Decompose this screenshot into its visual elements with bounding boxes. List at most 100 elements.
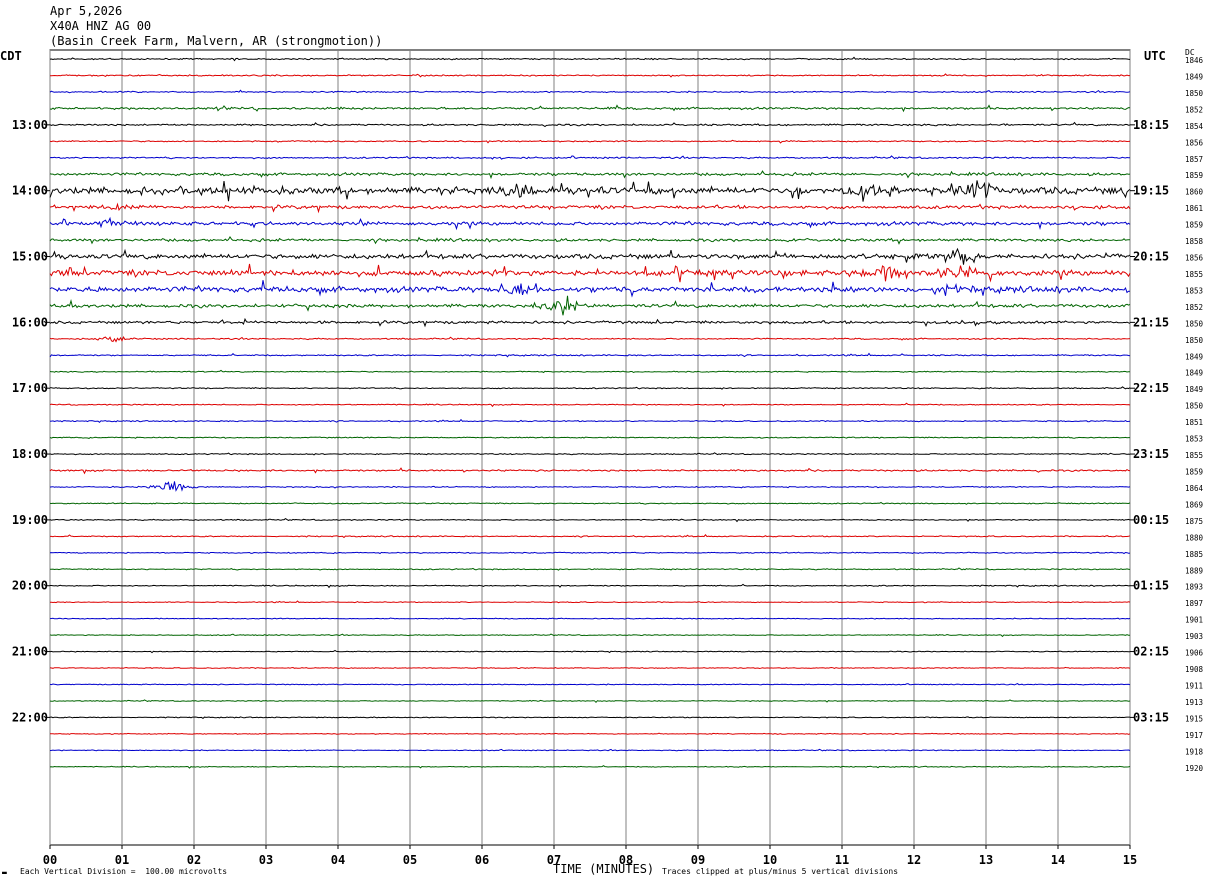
trace-8: [49, 180, 1131, 202]
dc-value-20: 1849: [1185, 385, 1203, 394]
vertical-division-note: Each Vertical Division = 100.00 microvol…: [20, 867, 228, 876]
x-tick-label-05: 05: [403, 853, 417, 867]
trace-16: [49, 317, 1131, 328]
trace-10: [49, 216, 1131, 231]
left-time-label-13:00: 13:00: [12, 118, 48, 132]
dc-value-21: 1850: [1185, 402, 1204, 411]
station-location: (Basin Creek Farm, Malvern, AR (strongmo…: [50, 34, 383, 48]
right-time-label-00:15: 00:15: [1133, 513, 1169, 527]
x-tick-label-04: 04: [331, 853, 345, 867]
x-tick-label-13: 13: [979, 853, 993, 867]
x-tick-label-08: 08: [619, 853, 633, 867]
x-tick-label-11: 11: [835, 853, 849, 867]
trace-26: [49, 481, 1131, 492]
dc-value-30: 1885: [1185, 550, 1203, 559]
trace-18: [49, 352, 1131, 358]
trace-7: [49, 170, 1131, 180]
trace-34: [49, 617, 1131, 620]
x-tick-label-12: 12: [907, 853, 921, 867]
dc-value-7: 1859: [1185, 171, 1203, 180]
dc-value-37: 1908: [1185, 665, 1204, 674]
station-code: X40A HNZ AG 00: [50, 19, 152, 33]
left-time-label-22:00: 22:00: [12, 710, 48, 724]
dc-value-8: 1860: [1185, 188, 1204, 197]
dc-value-25: 1859: [1185, 468, 1203, 477]
dc-value-10: 1859: [1185, 221, 1203, 230]
dc-value-16: 1850: [1185, 319, 1204, 328]
dc-value-42: 1918: [1185, 747, 1204, 756]
trace-14: [49, 280, 1131, 298]
dc-value-11: 1858: [1185, 237, 1204, 246]
dc-value-12: 1856: [1185, 254, 1204, 263]
trace-22: [49, 418, 1131, 423]
trace-28: [49, 517, 1131, 523]
trace-38: [49, 683, 1131, 686]
clipping-note: Traces clipped at plus/minus 5 vertical …: [662, 867, 899, 876]
dc-value-36: 1906: [1185, 649, 1204, 658]
right-time-label-18:15: 18:15: [1133, 118, 1169, 132]
dc-value-32: 1893: [1185, 583, 1203, 592]
trace-39: [49, 699, 1131, 704]
dc-value-27: 1869: [1185, 500, 1203, 509]
dc-value-38: 1911: [1185, 681, 1203, 690]
trace-19: [49, 369, 1130, 374]
trace-21: [49, 402, 1131, 408]
dc-label: DC: [1185, 48, 1195, 57]
trace-35: [49, 633, 1130, 638]
dc-value-3: 1852: [1185, 105, 1203, 114]
left-time-label-17:00: 17:00: [12, 381, 48, 395]
x-tick-label-14: 14: [1051, 853, 1065, 867]
trace-24: [49, 452, 1131, 456]
x-axis-title: TIME (MINUTES): [553, 862, 655, 876]
left-time-label-16:00: 16:00: [12, 315, 48, 329]
trace-6: [49, 155, 1130, 160]
trace-27: [49, 501, 1131, 505]
right-time-label-01:15: 01:15: [1133, 579, 1169, 593]
trace-37: [49, 666, 1131, 670]
trace-17: [49, 336, 1131, 343]
x-tick-label-01: 01: [115, 853, 129, 867]
dc-value-39: 1913: [1185, 698, 1203, 707]
trace-3: [49, 104, 1131, 113]
left-time-label-20:00: 20:00: [12, 579, 48, 593]
corner-mark: ▬: [2, 868, 7, 877]
trace-5: [49, 139, 1131, 144]
dc-value-29: 1880: [1185, 533, 1204, 542]
x-tick-label-06: 06: [475, 853, 489, 867]
dc-value-5: 1856: [1185, 138, 1204, 147]
dc-value-0: 1846: [1185, 56, 1204, 65]
x-tick-label-07: 07: [547, 853, 561, 867]
dc-value-13: 1855: [1185, 270, 1203, 279]
right-time-label-19:15: 19:15: [1133, 184, 1169, 198]
dc-value-6: 1857: [1185, 155, 1203, 164]
chart-date: Apr 5,2026: [50, 4, 123, 18]
trace-40: [49, 716, 1130, 720]
x-tick-label-02: 02: [187, 853, 201, 867]
dc-value-24: 1855: [1185, 451, 1203, 460]
dc-value-1: 1849: [1185, 72, 1203, 81]
trace-33: [50, 600, 1131, 604]
dc-value-4: 1854: [1185, 122, 1204, 131]
trace-43: [49, 765, 1131, 769]
left-timezone-label: CDT: [0, 49, 22, 63]
plot-frame: [49, 49, 1131, 846]
x-tick-label-09: 09: [691, 853, 705, 867]
left-time-label-15:00: 15:00: [12, 250, 48, 264]
trace-23: [49, 436, 1130, 439]
trace-15: [49, 295, 1131, 316]
trace-0: [49, 56, 1131, 62]
right-time-label-02:15: 02:15: [1133, 645, 1169, 659]
dc-value-33: 1897: [1185, 599, 1203, 608]
trace-36: [49, 649, 1130, 654]
dc-value-41: 1917: [1185, 731, 1203, 740]
trace-11: [49, 235, 1130, 245]
dc-value-19: 1849: [1185, 369, 1203, 378]
right-timezone-label: UTC: [1144, 49, 1166, 63]
x-tick-label-03: 03: [259, 853, 273, 867]
right-time-label-22:15: 22:15: [1133, 381, 1169, 395]
left-time-label-18:00: 18:00: [12, 447, 48, 461]
x-tick-label-10: 10: [763, 853, 777, 867]
left-time-label-19:00: 19:00: [12, 513, 48, 527]
dc-value-14: 1853: [1185, 286, 1203, 295]
